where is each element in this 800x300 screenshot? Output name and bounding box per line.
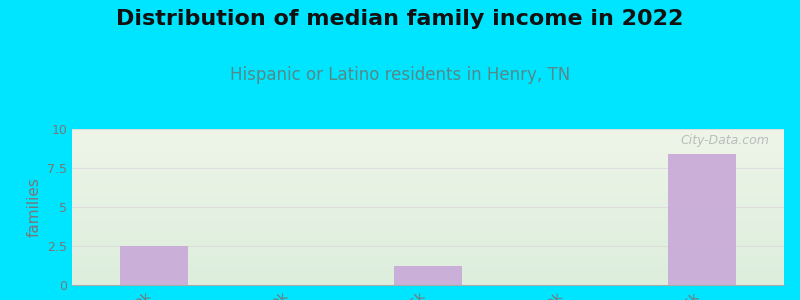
Bar bbox=[394, 266, 462, 285]
Y-axis label: families: families bbox=[26, 177, 42, 237]
Text: Hispanic or Latino residents in Henry, TN: Hispanic or Latino residents in Henry, T… bbox=[230, 66, 570, 84]
Bar bbox=[120, 246, 188, 285]
Text: City-Data.com: City-Data.com bbox=[681, 134, 770, 147]
Text: Distribution of median family income in 2022: Distribution of median family income in … bbox=[116, 9, 684, 29]
Bar bbox=[668, 154, 736, 285]
